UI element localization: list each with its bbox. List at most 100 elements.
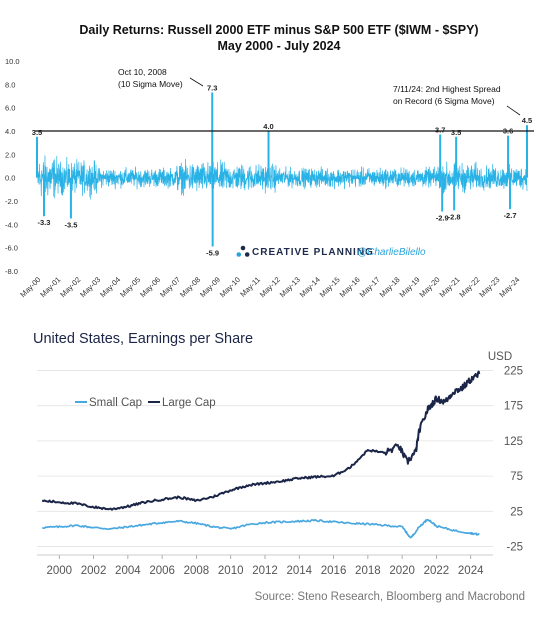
chart1-data-label: -5.9: [206, 249, 219, 258]
chart1-x-tick: May-24: [497, 275, 521, 299]
chart2-x-tick: 2000: [46, 565, 72, 577]
chart2-y-axis: 225 175 125 75 25 -25: [504, 365, 523, 553]
chart1-data-label: 3.6: [503, 127, 513, 136]
chart1-x-tick: May-08: [178, 275, 202, 299]
chart2-source: Source: Steno Research, Bloomberg and Ma…: [255, 591, 525, 603]
chart2-unit-label: USD: [488, 351, 512, 363]
series-large-cap-line: [41, 370, 481, 511]
brand-handle: @CharlieBilello: [357, 247, 426, 258]
chart1-series: [36, 92, 529, 247]
chart1-title: Daily Returns: Russell 2000 ETF minus S&…: [79, 23, 478, 37]
chart1-y-tick: 2.0: [5, 150, 15, 159]
annotation-2024-arrow: [506, 105, 521, 116]
chart2-legend: Small Cap Large Cap: [75, 397, 216, 409]
chart1-subtitle: May 2000 - July 2024: [218, 39, 341, 53]
chart1-data-labels: 3.5 -3.3 -3.5 7.3 -5.9 4.0 3.7 -2.9 3.5 -2.8 3.6 -2…: [32, 84, 532, 258]
chart1-y-tick: -2.0: [5, 197, 18, 206]
chart2-y-tick: 75: [510, 471, 523, 483]
annotation-2024: 7/11/24: 2nd Highest Spread on Record (6…: [393, 84, 521, 116]
chart1-y-tick: 10.0: [5, 57, 20, 66]
chart2-series: [41, 370, 481, 539]
chart1-x-tick: May-23: [477, 275, 501, 299]
annotation-2008-arrow: [189, 77, 204, 87]
chart1-x-tick: May-17: [358, 275, 382, 299]
chart1-data-label: 3.7: [435, 126, 445, 135]
chart2-x-tick: 2020: [389, 565, 415, 577]
chart1-data-label: -3.5: [64, 221, 77, 230]
chart2-y-tick: 25: [510, 506, 523, 518]
chart2-x-tick: 2018: [355, 565, 381, 577]
annotation-2024-line2: on Record (6 Sigma Move): [393, 96, 495, 106]
chart1-x-tick: May-11: [238, 275, 262, 299]
chart1-x-tick: May-07: [158, 275, 182, 299]
chart2-x-tick: 2024: [458, 565, 484, 577]
chart1-data-label: -2.7: [504, 211, 517, 220]
chart-returns: Daily Returns: Russell 2000 ETF minus S&…: [5, 23, 534, 299]
chart2-x-tick: 2010: [218, 565, 244, 577]
branding: CREATIVE PLANNING @CharlieBilello: [236, 245, 426, 258]
chart1-x-tick: May-21: [438, 275, 462, 299]
series-small-cap-line: [42, 518, 480, 539]
chart1-data-label: -2.8: [448, 212, 461, 221]
chart2-y-tick: -25: [506, 542, 523, 554]
chart1-y-axis: 10.0 8.0 6.0 4.0 2.0 0.0 -2.0 -4.0 -6.0 -8.0: [5, 57, 20, 276]
chart1-y-tick: 4.0: [5, 127, 15, 136]
chart1-data-label: 4.5: [522, 116, 532, 125]
chart1-data-label: 7.3: [207, 84, 217, 93]
chart2-x-tick: 2022: [424, 565, 450, 577]
chart2-x-tick: 2012: [252, 565, 278, 577]
chart1-y-tick: 0.0: [5, 174, 15, 183]
chart1-x-tick: May-13: [278, 275, 302, 299]
chart1-x-tick: May-20: [418, 275, 442, 299]
chart1-x-tick: May-00: [18, 275, 42, 299]
chart1-x-tick: May-10: [218, 275, 242, 299]
chart1-data-label: -2.9: [436, 214, 449, 223]
chart1-y-tick: -6.0: [5, 244, 18, 253]
creative-planning-logo-icon: [236, 245, 250, 257]
annotation-2024-line1: 7/11/24: 2nd Highest Spread: [393, 84, 501, 94]
chart2-x-tick: 2008: [184, 565, 210, 577]
chart1-x-tick: May-14: [298, 275, 322, 299]
chart1-x-tick: May-12: [258, 275, 282, 299]
chart1-x-tick: May-16: [338, 275, 362, 299]
chart2-x-tick: 2016: [321, 565, 347, 577]
chart2-gridlines: [37, 370, 493, 547]
chart1-data-label: 4.0: [263, 122, 273, 131]
chart1-x-axis: May-00May-01May-02May-03May-04May-05May-…: [18, 275, 521, 299]
chart1-x-tick: May-06: [138, 275, 162, 299]
chart1-data-label: 3.5: [451, 128, 461, 137]
chart1-x-tick: May-18: [378, 275, 402, 299]
brand-name: CREATIVE PLANNING: [252, 247, 374, 258]
chart1-y-tick: -8.0: [5, 267, 18, 276]
chart2-y-tick: 125: [504, 436, 523, 448]
chart-eps: United States, Earnings per Share USD 22…: [33, 331, 525, 603]
chart1-x-tick: May-01: [38, 275, 62, 299]
chart1-y-tick: 8.0: [5, 80, 15, 89]
legend-large-cap-label: Large Cap: [162, 397, 216, 409]
chart1-x-tick: May-15: [318, 275, 342, 299]
chart1-y-tick: 6.0: [5, 104, 15, 113]
chart2-x-tick: 2004: [115, 565, 141, 577]
chart2-x-tick: 2014: [286, 565, 312, 577]
chart1-y-tick: -4.0: [5, 220, 18, 229]
chart1-x-tick: May-04: [98, 275, 122, 299]
chart2-x-tick: 2006: [149, 565, 175, 577]
chart1-x-tick: May-09: [198, 275, 222, 299]
chart2-x-tick: 2002: [81, 565, 107, 577]
chart1-x-tick: May-22: [457, 275, 481, 299]
chart1-series-line: [36, 155, 528, 200]
chart1-data-label: -3.3: [38, 218, 51, 227]
annotation-2008-line1: Oct 10, 2008: [118, 67, 167, 77]
chart2-y-tick: 175: [504, 401, 523, 413]
legend-small-cap-label: Small Cap: [89, 397, 142, 409]
chart1-x-tick: May-05: [118, 275, 142, 299]
chart2-x-axis: 2000 2002 2004 2006 2008 2010 2012 2014 2016 2018…: [46, 555, 484, 577]
chart1-x-tick: May-19: [398, 275, 422, 299]
chart2-title: United States, Earnings per Share: [33, 331, 253, 347]
chart1-x-tick: May-02: [58, 275, 82, 299]
chart1-data-label: 3.5: [32, 128, 42, 137]
chart1-x-tick: May-03: [78, 275, 102, 299]
annotation-2008-line2: (10 Sigma Move): [118, 79, 183, 89]
